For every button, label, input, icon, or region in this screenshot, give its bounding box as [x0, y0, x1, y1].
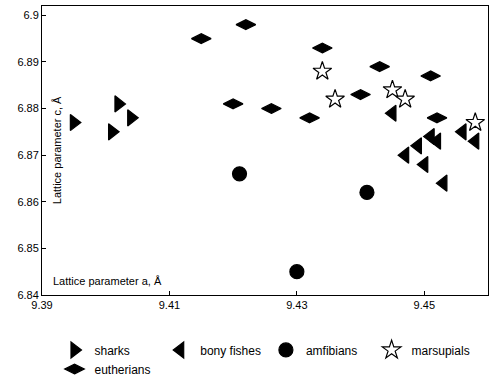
- svg-text:amfibians: amfibians: [306, 344, 357, 358]
- svg-text:6.86: 6.86: [17, 196, 38, 208]
- svg-text:Lattice parameter c, Å: Lattice parameter c, Å: [51, 96, 63, 204]
- svg-text:9.45: 9.45: [414, 299, 435, 311]
- svg-text:6.87: 6.87: [17, 149, 38, 161]
- svg-text:sharks: sharks: [95, 344, 130, 358]
- svg-text:eutherians: eutherians: [95, 363, 151, 377]
- svg-text:9.39: 9.39: [31, 299, 52, 311]
- svg-text:6.89: 6.89: [17, 56, 38, 68]
- svg-text:Lattice parameter a, Å: Lattice parameter a, Å: [53, 275, 162, 287]
- svg-text:6.9: 6.9: [24, 9, 39, 21]
- svg-text:9.41: 9.41: [159, 299, 180, 311]
- svg-text:9.43: 9.43: [286, 299, 307, 311]
- svg-text:6.84: 6.84: [17, 289, 38, 301]
- svg-text:bony fishes: bony fishes: [200, 344, 261, 358]
- svg-text:6.88: 6.88: [17, 102, 38, 114]
- svg-text:marsupials: marsupials: [412, 344, 470, 358]
- svg-text:6.85: 6.85: [17, 242, 38, 254]
